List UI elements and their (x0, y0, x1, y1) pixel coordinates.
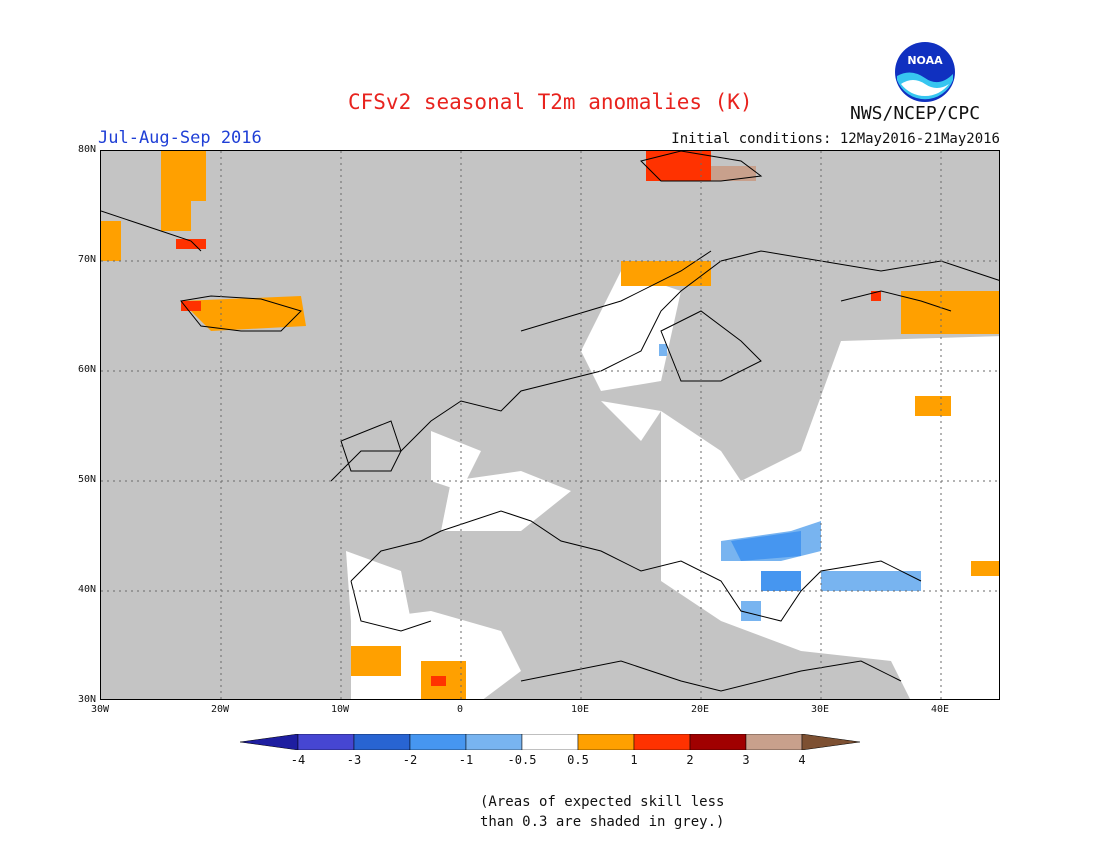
skill-note-line2: than 0.3 are shaded in grey.) (480, 814, 725, 830)
colorbar-swatch-neg3-neg2 (353, 733, 411, 751)
map-canvas (101, 151, 999, 699)
colorbar-label-1: 1 (630, 753, 638, 767)
map-title: CFSv2 seasonal T2m anomalies (K) (348, 90, 753, 114)
colorbar-label-05: 0.5 (567, 753, 589, 767)
colorbar-label-neg4: -4 (290, 753, 306, 767)
red-anomaly-areas (176, 151, 881, 686)
colorbar-swatch-05-1 (577, 733, 635, 751)
lon-label-10e: 10E (570, 704, 590, 715)
anomaly-map (100, 150, 1000, 700)
colorbar-label-neg2: -2 (402, 753, 418, 767)
agency-label: NWS/NCEP/CPC (850, 103, 981, 124)
colorbar-swatch-gt-4 (801, 733, 861, 751)
lon-label-20w: 20W (210, 704, 230, 715)
initial-conditions-label: Initial conditions: 12May2016-21May2016 (671, 131, 1000, 147)
colorbar-label-3: 3 (742, 753, 750, 767)
colorbar-svg (239, 733, 861, 751)
colorbar-swatch-lt-4 (239, 733, 299, 751)
colorbar (239, 733, 862, 754)
lat-label-50n: 50N (77, 474, 96, 485)
colorbar-swatch-3-4 (745, 733, 803, 751)
colorbar-swatch-neg2-neg1 (409, 733, 467, 751)
logo-text: NOAA (907, 54, 943, 67)
lat-label-70n: 70N (77, 254, 96, 265)
lat-label-60n: 60N (77, 364, 96, 375)
colorbar-label-2: 2 (686, 753, 694, 767)
lat-label-30n: 30N (77, 694, 96, 705)
lat-label-40n: 40N (77, 584, 96, 595)
colorbar-swatch-neg4-neg3 (297, 733, 355, 751)
neutral-anomaly-areas (346, 271, 999, 699)
skill-note-line1: (Areas of expected skill less (480, 794, 725, 810)
colorbar-label-neg05: -0.5 (507, 753, 537, 767)
blue-anomaly-areas (731, 531, 801, 591)
lon-label-10w: 10W (330, 704, 350, 715)
colorbar-swatch-2-3 (689, 733, 747, 751)
colorbar-swatch-1-2 (633, 733, 691, 751)
skill-note: (Areas of expected skill less than 0.3 a… (480, 792, 724, 832)
lon-label-40e: 40E (930, 704, 950, 715)
lat-label-80n: 80N (77, 144, 96, 155)
lon-label-30e: 30E (810, 704, 830, 715)
lon-label-30w: 30W (90, 704, 110, 715)
season-label: Jul-Aug-Sep 2016 (98, 128, 262, 148)
brown-anomaly-areas (711, 166, 756, 181)
lon-label-0: 0 (456, 704, 464, 715)
colorbar-swatch-neg1-neg05 (465, 733, 523, 751)
colorbar-label-neg3: -3 (346, 753, 362, 767)
colorbar-swatch-neutral (521, 733, 579, 751)
colorbar-label-4: 4 (798, 753, 806, 767)
lon-label-20e: 20E (690, 704, 710, 715)
noaa-logo: NOAA (893, 40, 957, 104)
graticule (101, 151, 999, 699)
colorbar-label-neg1: -1 (458, 753, 474, 767)
